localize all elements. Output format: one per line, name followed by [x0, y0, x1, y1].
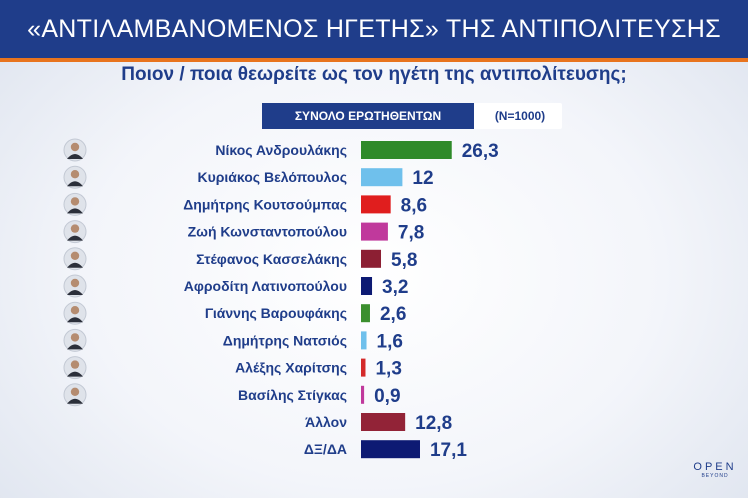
sample-tab-label: ΣΥΝΟΛΟ ΕΡΩΤΗΘΕΝΤΩΝ — [262, 103, 474, 129]
avatar-icon — [63, 383, 87, 407]
open-beyond-logo: OPEN BEYOND — [688, 461, 742, 479]
avatar-icon — [63, 220, 87, 244]
category-label: Αλέξης Χαρίτσης — [235, 360, 347, 376]
value-label: 2,6 — [380, 304, 406, 325]
category-label: Γιάννης Βαρουφάκης — [205, 305, 347, 321]
bar — [361, 304, 370, 323]
value-label: 1,3 — [375, 359, 401, 380]
logo-subtext: BEYOND — [701, 473, 729, 479]
category-label: Δημήτρης Κουτσούμπας — [183, 196, 347, 212]
value-label: 26,3 — [462, 141, 499, 162]
bar — [361, 168, 403, 187]
accent-divider — [0, 58, 748, 62]
bar — [361, 331, 367, 350]
avatar-icon — [63, 165, 87, 189]
logo-text: OPEN — [693, 461, 737, 473]
category-label: Στέφανος Κασσελάκης — [196, 251, 347, 267]
category-label: Άλλον — [305, 414, 347, 430]
bar — [361, 195, 391, 214]
value-label: 17,1 — [430, 440, 467, 461]
sample-size-label: (Ν=1000) — [494, 109, 546, 123]
category-label: ΔΞ/ΔΑ — [304, 441, 347, 457]
category-label: Αφροδίτη Λατινοπούλου — [184, 278, 347, 294]
bar — [361, 413, 406, 431]
category-label: Δημήτρης Νατσιός — [223, 332, 347, 348]
value-label: 12 — [412, 168, 433, 189]
value-label: 12,8 — [415, 413, 452, 434]
bar — [361, 277, 373, 295]
bar — [361, 385, 365, 404]
bar — [361, 222, 388, 241]
bar — [361, 249, 382, 268]
avatar-icon — [63, 192, 87, 216]
avatar-icon — [63, 356, 87, 380]
value-label: 5,8 — [391, 250, 417, 271]
category-label: Κυριάκος Βελόπουλος — [198, 169, 348, 185]
category-label: Ζωή Κωνσταντοπούλου — [188, 224, 347, 240]
category-label: Βασίλης Στίγκας — [238, 387, 347, 403]
avatar-icon — [63, 328, 87, 352]
avatar-icon — [63, 274, 87, 298]
value-label: 8,6 — [401, 195, 427, 216]
avatar-icon — [63, 138, 87, 162]
avatar-icon — [63, 301, 87, 325]
page-title: «ΑΝΤΙΛΑΜΒΑΝΟΜΕΝΟΣ ΗΓΕΤΗΣ» ΤΗΣ ΑΝΤΙΠΟΛΙΤΕ… — [0, 0, 748, 58]
value-label: 3,2 — [382, 277, 408, 298]
bar — [361, 141, 452, 159]
bar — [361, 358, 366, 377]
value-label: 1,6 — [377, 331, 403, 352]
avatar-icon — [63, 247, 87, 271]
bar — [361, 440, 420, 459]
value-label: 0,9 — [374, 386, 400, 407]
question-subtitle: Ποιον / ποια θεωρείτε ως τον ηγέτη της α… — [121, 64, 627, 85]
value-label: 7,8 — [398, 223, 424, 244]
category-label: Νίκος Ανδρουλάκης — [215, 142, 347, 158]
